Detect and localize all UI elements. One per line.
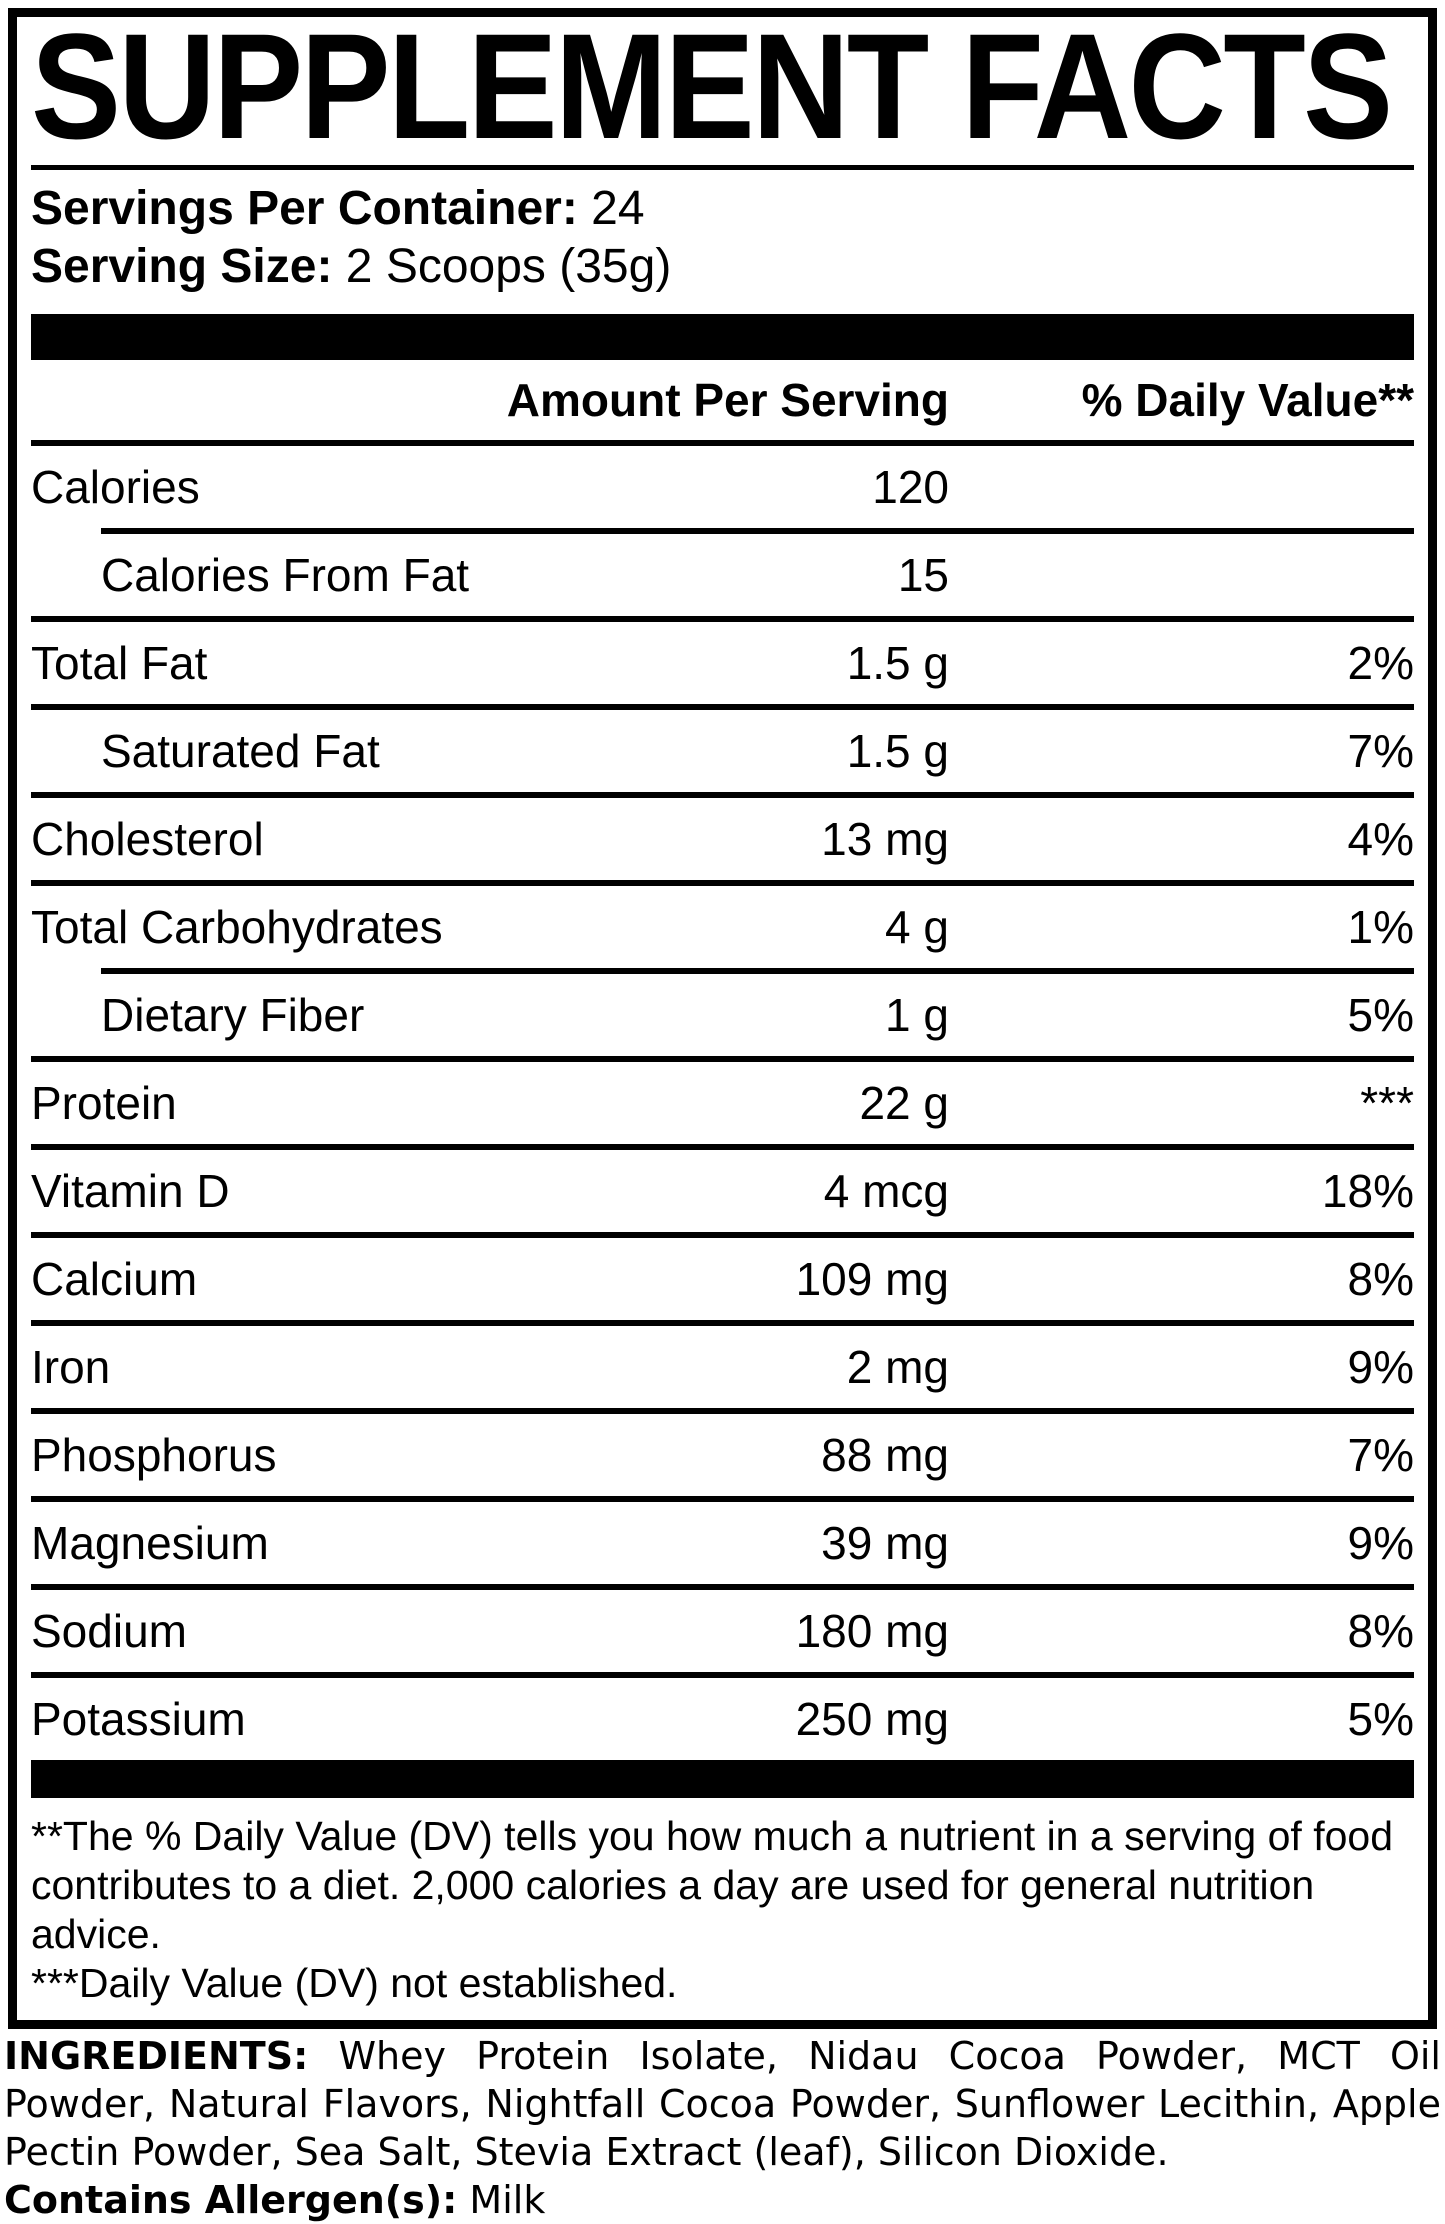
nutrient-row-total-fat: Total Fat 1.5 g 2% xyxy=(31,622,1414,704)
nutrient-dv: 4% xyxy=(1347,813,1414,865)
row-divider xyxy=(31,704,1414,710)
nutrient-amount: 2 mg xyxy=(846,1341,949,1393)
nutrient-row-calories-from-fat: Calories From Fat 15 xyxy=(31,534,1414,616)
nutrient-amount: 4 g xyxy=(885,901,949,953)
nutrient-row-phosphorus: Phosphorus 88 mg 7% xyxy=(31,1414,1414,1496)
nutrient-row-potassium: Potassium 250 mg 5% xyxy=(31,1678,1414,1760)
nutrient-dv: 2% xyxy=(1347,637,1414,689)
nutrient-dv: 8% xyxy=(1347,1605,1414,1657)
separator-bar-bottom xyxy=(31,1760,1414,1798)
nutrient-amount: 1.5 g xyxy=(846,637,949,689)
row-divider xyxy=(31,1408,1414,1414)
nutrient-label: Total Carbohydrates xyxy=(31,901,443,953)
serving-size-line: Serving Size: 2 Scoops (35g) xyxy=(31,238,1414,296)
row-divider xyxy=(31,1496,1414,1502)
row-divider xyxy=(31,1144,1414,1150)
nutrient-amount: 1.5 g xyxy=(846,725,949,777)
servings-per-container-value: 24 xyxy=(591,182,645,235)
nutrient-dv: 5% xyxy=(1347,989,1414,1041)
nutrient-amount: 120 xyxy=(872,461,949,513)
nutrient-dv: 8% xyxy=(1347,1253,1414,1305)
allergen-value: Milk xyxy=(469,2178,546,2222)
nutrient-label: Sodium xyxy=(31,1605,187,1657)
nutrient-row-sodium: Sodium 180 mg 8% xyxy=(31,1590,1414,1672)
nutrient-amount: 39 mg xyxy=(821,1517,949,1569)
nutrient-row-dietary-fiber: Dietary Fiber 1 g 5% xyxy=(31,974,1414,1056)
nutrient-dv: 7% xyxy=(1347,725,1414,777)
nutrient-dv: 18% xyxy=(1321,1165,1414,1217)
nutrient-row-total-carbohydrates: Total Carbohydrates 4 g 1% xyxy=(31,886,1414,968)
row-divider xyxy=(31,616,1414,622)
nutrient-dv: 9% xyxy=(1347,1517,1414,1569)
nutrient-amount: 22 g xyxy=(859,1077,949,1129)
nutrient-row-vitamin-d: Vitamin D 4 mcg 18% xyxy=(31,1150,1414,1232)
nutrient-label: Calories From Fat xyxy=(101,549,470,601)
nutrient-label: Phosphorus xyxy=(31,1429,277,1481)
nutrient-label: Magnesium xyxy=(31,1517,269,1569)
nutrient-label: Calories xyxy=(31,461,200,513)
nutrient-dv: 5% xyxy=(1347,1693,1414,1745)
serving-size-label: Serving Size: xyxy=(31,240,333,293)
ingredients-label: INGREDIENTS: xyxy=(4,2034,309,2078)
nutrient-dv: *** xyxy=(1360,1077,1414,1129)
row-divider xyxy=(31,1672,1414,1678)
nutrient-row-calories: Calories 120 xyxy=(31,446,1414,528)
ingredients-section: INGREDIENTS: Whey Protein Isolate, Nidau… xyxy=(4,2032,1441,2176)
nutrient-amount: 15 xyxy=(897,549,949,601)
nutrient-row-protein: Protein 22 g *** xyxy=(31,1062,1414,1144)
nutrient-amount: 109 mg xyxy=(795,1253,949,1305)
nutrient-amount: 180 mg xyxy=(795,1605,949,1657)
row-divider xyxy=(101,968,1414,974)
row-divider xyxy=(31,1056,1414,1062)
row-divider xyxy=(31,1232,1414,1238)
nutrient-dv: 9% xyxy=(1347,1341,1414,1393)
row-divider xyxy=(31,1584,1414,1590)
ingredients-list: Whey Protein Isolate, Nidau Cocoa Powder… xyxy=(4,2034,1441,2174)
row-divider xyxy=(101,528,1414,534)
nutrient-row-iron: Iron 2 mg 9% xyxy=(31,1326,1414,1408)
supplement-facts-panel: SUPPLEMENT FACTS Servings Per Container:… xyxy=(8,8,1437,2029)
nutrient-label: Total Fat xyxy=(31,637,208,689)
nutrient-label: Iron xyxy=(31,1341,111,1393)
nutrient-row-saturated-fat: Saturated Fat 1.5 g 7% xyxy=(31,710,1414,792)
nutrient-label: Cholesterol xyxy=(31,813,264,865)
nutrient-amount: 4 mcg xyxy=(823,1165,949,1217)
nutrient-row-magnesium: Magnesium 39 mg 9% xyxy=(31,1502,1414,1584)
not-established-footnote: ***Daily Value (DV) not established. xyxy=(31,1960,678,2006)
separator-bar-top xyxy=(31,314,1414,360)
table-header-row: Amount Per Serving % Daily Value** xyxy=(31,360,1414,440)
servings-per-container-line: Servings Per Container: 24 xyxy=(31,180,1414,238)
amount-per-serving-header: Amount Per Serving xyxy=(506,374,949,426)
title-divider xyxy=(31,165,1414,170)
servings-per-container-label: Servings Per Container: xyxy=(31,182,578,235)
nutrient-label: Vitamin D xyxy=(31,1165,230,1217)
nutrient-amount: 13 mg xyxy=(821,813,949,865)
nutrient-amount: 250 mg xyxy=(795,1693,949,1745)
row-divider xyxy=(31,1320,1414,1326)
nutrient-dv: 1% xyxy=(1347,901,1414,953)
nutrient-dv: 7% xyxy=(1347,1429,1414,1481)
panel-title: SUPPLEMENT FACTS xyxy=(31,2,1393,170)
daily-value-footnote: **The % Daily Value (DV) tells you how m… xyxy=(31,1813,1394,1957)
row-divider xyxy=(31,880,1414,886)
allergen-section: Contains Allergen(s): Milk xyxy=(4,2176,1441,2224)
nutrient-label: Calcium xyxy=(31,1253,198,1305)
row-divider xyxy=(31,440,1414,446)
nutrient-label: Potassium xyxy=(31,1693,246,1745)
nutrient-row-cholesterol: Cholesterol 13 mg 4% xyxy=(31,798,1414,880)
serving-size-value: 2 Scoops (35g) xyxy=(345,240,672,293)
nutrient-row-calcium: Calcium 109 mg 8% xyxy=(31,1238,1414,1320)
nutrient-amount: 88 mg xyxy=(821,1429,949,1481)
nutrient-label: Protein xyxy=(31,1077,177,1129)
row-divider xyxy=(31,792,1414,798)
nutrient-label: Saturated Fat xyxy=(101,725,380,777)
nutrient-label: Dietary Fiber xyxy=(101,989,365,1041)
allergen-label: Contains Allergen(s): xyxy=(4,2178,458,2222)
nutrient-amount: 1 g xyxy=(885,989,949,1041)
daily-value-header: % Daily Value** xyxy=(1081,374,1414,426)
